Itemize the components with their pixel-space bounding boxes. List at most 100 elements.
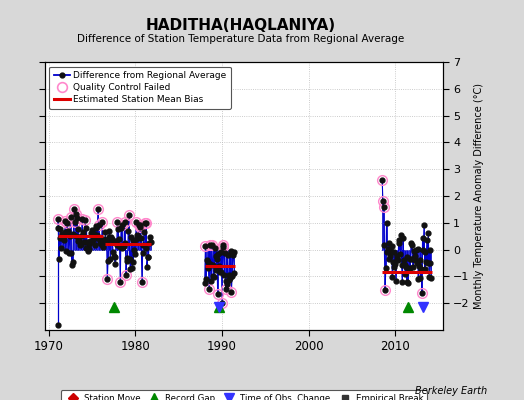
Point [380, 242, 388, 248]
Point [128, 264, 136, 271]
Point [140, 229, 148, 235]
Point [140, 220, 149, 226]
Point [207, 278, 215, 284]
Point [56, 226, 64, 232]
Point [209, 273, 217, 280]
Point [61, 218, 70, 224]
Point [92, 223, 101, 229]
Point [102, 239, 110, 245]
Point [408, 256, 417, 262]
Point [85, 246, 93, 252]
Point [212, 267, 221, 273]
Point [203, 257, 211, 263]
Point [112, 238, 120, 244]
Point [202, 276, 210, 282]
Point [61, 228, 69, 235]
Y-axis label: Monthly Temperature Anomaly Difference (°C): Monthly Temperature Anomaly Difference (… [474, 83, 484, 309]
Point [106, 256, 114, 262]
Point [87, 230, 95, 236]
Point [408, 242, 416, 248]
Point [224, 252, 232, 258]
Point [71, 211, 80, 218]
Point [121, 219, 129, 225]
Point [209, 262, 217, 268]
Point [128, 237, 137, 243]
Point [415, 262, 423, 269]
Legend: Station Move, Record Gap, Time of Obs. Change, Empirical Break: Station Move, Record Gap, Time of Obs. C… [61, 390, 427, 400]
Point [416, 275, 424, 281]
Point [211, 253, 220, 259]
Point [385, 240, 393, 246]
Point [94, 206, 102, 212]
Point [75, 238, 83, 244]
Point [105, 228, 114, 234]
Point [400, 262, 409, 269]
Point [421, 266, 429, 272]
Point [91, 242, 99, 248]
Point [99, 244, 107, 250]
Point [383, 220, 391, 227]
Point [119, 244, 127, 250]
Point [92, 224, 100, 231]
Point [67, 214, 75, 220]
Point [220, 272, 228, 278]
Point [427, 260, 435, 266]
Point [66, 232, 74, 239]
Point [93, 232, 101, 238]
Point [213, 256, 221, 262]
Point [226, 248, 235, 254]
Point [378, 177, 386, 183]
Point [88, 226, 96, 233]
Text: Difference of Station Temperature Data from Regional Average: Difference of Station Temperature Data f… [78, 34, 405, 44]
Point [117, 225, 125, 232]
Point [413, 246, 422, 252]
Point [107, 234, 115, 240]
Point [134, 233, 142, 239]
Point [201, 280, 209, 286]
Point [215, 263, 223, 270]
Point [123, 258, 132, 264]
Point [418, 234, 427, 241]
Point [114, 226, 122, 232]
Point [75, 242, 84, 248]
Point [384, 246, 392, 252]
Point [80, 239, 89, 246]
Point [137, 234, 145, 241]
Point [211, 244, 219, 251]
Point [126, 265, 135, 272]
Point [138, 278, 146, 285]
Point [214, 250, 223, 257]
Point [53, 216, 62, 222]
Point [73, 238, 82, 244]
Point [201, 242, 210, 249]
Point [67, 249, 75, 256]
Point [70, 206, 78, 212]
Point [379, 204, 388, 210]
Point [404, 280, 412, 286]
Point [82, 225, 91, 232]
Point [389, 264, 398, 270]
Point [119, 243, 128, 250]
Point [213, 291, 222, 297]
Point [427, 275, 435, 282]
Point [412, 247, 420, 253]
Point [65, 250, 73, 256]
Point [400, 257, 408, 263]
Point [208, 242, 216, 248]
Point [406, 265, 414, 272]
Point [389, 259, 397, 266]
Point [395, 237, 403, 243]
Point [97, 241, 106, 248]
Point [60, 237, 68, 243]
Point [423, 260, 432, 266]
Point [411, 257, 420, 263]
Point [385, 256, 394, 263]
Point [406, 256, 414, 262]
Point [111, 254, 119, 260]
Point [144, 254, 152, 260]
Point [121, 240, 129, 246]
Point [95, 236, 104, 242]
Point [217, 249, 225, 255]
Point [383, 249, 391, 256]
Point [143, 264, 151, 270]
